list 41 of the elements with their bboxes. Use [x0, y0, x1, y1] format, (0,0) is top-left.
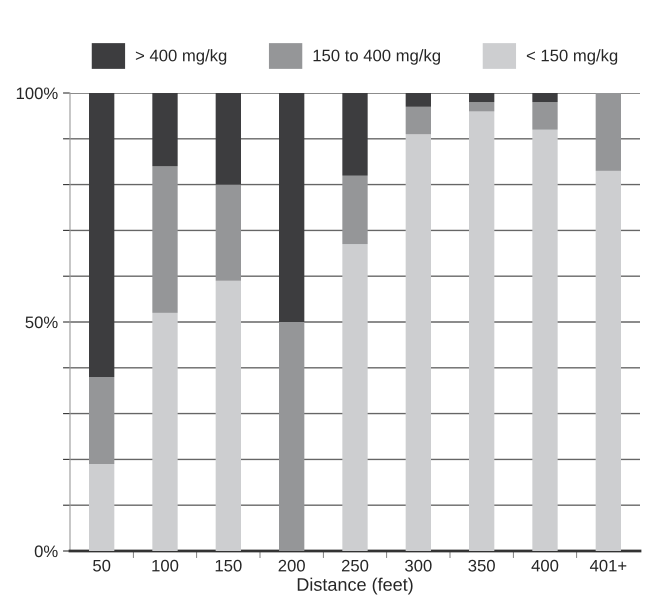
y-tick-label: 0% [34, 545, 58, 558]
bar [152, 312, 178, 551]
bar [406, 93, 431, 107]
bar [532, 93, 558, 102]
bar [152, 93, 178, 166]
y-tick-label: 100% [16, 87, 58, 100]
legend-label: > 400 mg/kg [136, 49, 226, 65]
x-tick-label: 300 [405, 560, 432, 572]
bar [152, 166, 178, 313]
bar [216, 280, 241, 551]
x-tick-label: 100 [152, 560, 178, 572]
bar [406, 134, 431, 551]
x-tick-label: 250 [342, 560, 368, 572]
legend-label: < 150 mg/kg [526, 49, 618, 65]
x-tick-label: 401+ [590, 560, 626, 572]
bar [342, 93, 368, 176]
bar [342, 244, 368, 551]
bar [89, 464, 114, 551]
x-tick-label: 400 [531, 560, 558, 572]
bar [532, 130, 558, 551]
x-tick-label: 50 [93, 560, 110, 572]
bar [89, 93, 114, 377]
bar [216, 93, 241, 185]
bar [469, 111, 494, 551]
bar [596, 170, 621, 551]
y-tick-label: 50% [26, 316, 58, 328]
bar [89, 376, 114, 464]
x-axis-title: Distance (feet) [298, 578, 413, 594]
bar [532, 102, 558, 130]
legend-label: 150 to 400 mg/kg [314, 49, 440, 65]
bar [279, 93, 304, 322]
bar [406, 106, 431, 134]
bar [596, 93, 621, 171]
bar [469, 93, 494, 102]
bar [342, 175, 368, 244]
bar [279, 322, 304, 551]
bar [216, 184, 241, 281]
x-tick-label: 350 [468, 560, 495, 572]
bar [469, 102, 494, 112]
x-tick-label: 200 [278, 560, 305, 572]
x-tick-label: 150 [216, 560, 242, 572]
